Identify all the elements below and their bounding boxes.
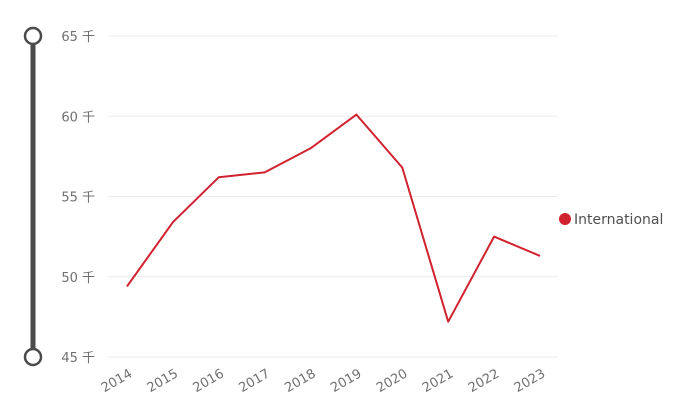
data-point[interactable] xyxy=(446,320,450,324)
x-tick-label: 2023 xyxy=(512,366,548,396)
slider-handle-top[interactable] xyxy=(23,26,43,46)
y-axis: 65 千 60 千 55 千 50 千 45 千 xyxy=(61,30,95,366)
x-tick-label: 2018 xyxy=(282,366,318,396)
y-tick-label: 50 千 xyxy=(61,271,95,286)
data-point[interactable] xyxy=(125,284,129,288)
x-tick-label: 2020 xyxy=(374,366,410,396)
data-point[interactable] xyxy=(400,166,404,170)
x-tick-label: 2014 xyxy=(99,366,135,396)
x-axis: 2014 2015 2016 2017 2018 2019 2020 2021 2022 2023 xyxy=(99,366,548,396)
x-tick-label: 2017 xyxy=(237,366,273,396)
gridlines xyxy=(108,35,558,358)
series-line xyxy=(126,113,541,323)
y-tick-label: 60 千 xyxy=(61,110,95,125)
x-tick-label: 2019 xyxy=(328,366,364,396)
data-point[interactable] xyxy=(217,175,221,179)
data-point[interactable] xyxy=(538,254,542,258)
data-point[interactable] xyxy=(263,170,267,174)
y-tick-label: 55 千 xyxy=(61,191,95,206)
y-tick-label: 65 千 xyxy=(61,30,95,45)
data-point[interactable] xyxy=(309,146,313,150)
legend-marker xyxy=(559,213,571,225)
x-tick-label: 2016 xyxy=(191,366,227,396)
data-point[interactable] xyxy=(354,113,358,117)
slider-handle-bottom[interactable] xyxy=(23,347,43,367)
data-point[interactable] xyxy=(492,235,496,239)
data-point[interactable] xyxy=(171,220,175,224)
x-tick-label: 2015 xyxy=(145,366,181,396)
y-range-slider[interactable] xyxy=(23,26,43,367)
x-tick-label: 2021 xyxy=(420,366,456,396)
legend-label[interactable]: International xyxy=(574,212,663,228)
series-layer xyxy=(125,113,542,324)
x-tick-label: 2022 xyxy=(466,366,502,396)
legend[interactable]: International xyxy=(559,212,663,228)
y-tick-label: 45 千 xyxy=(61,351,95,366)
